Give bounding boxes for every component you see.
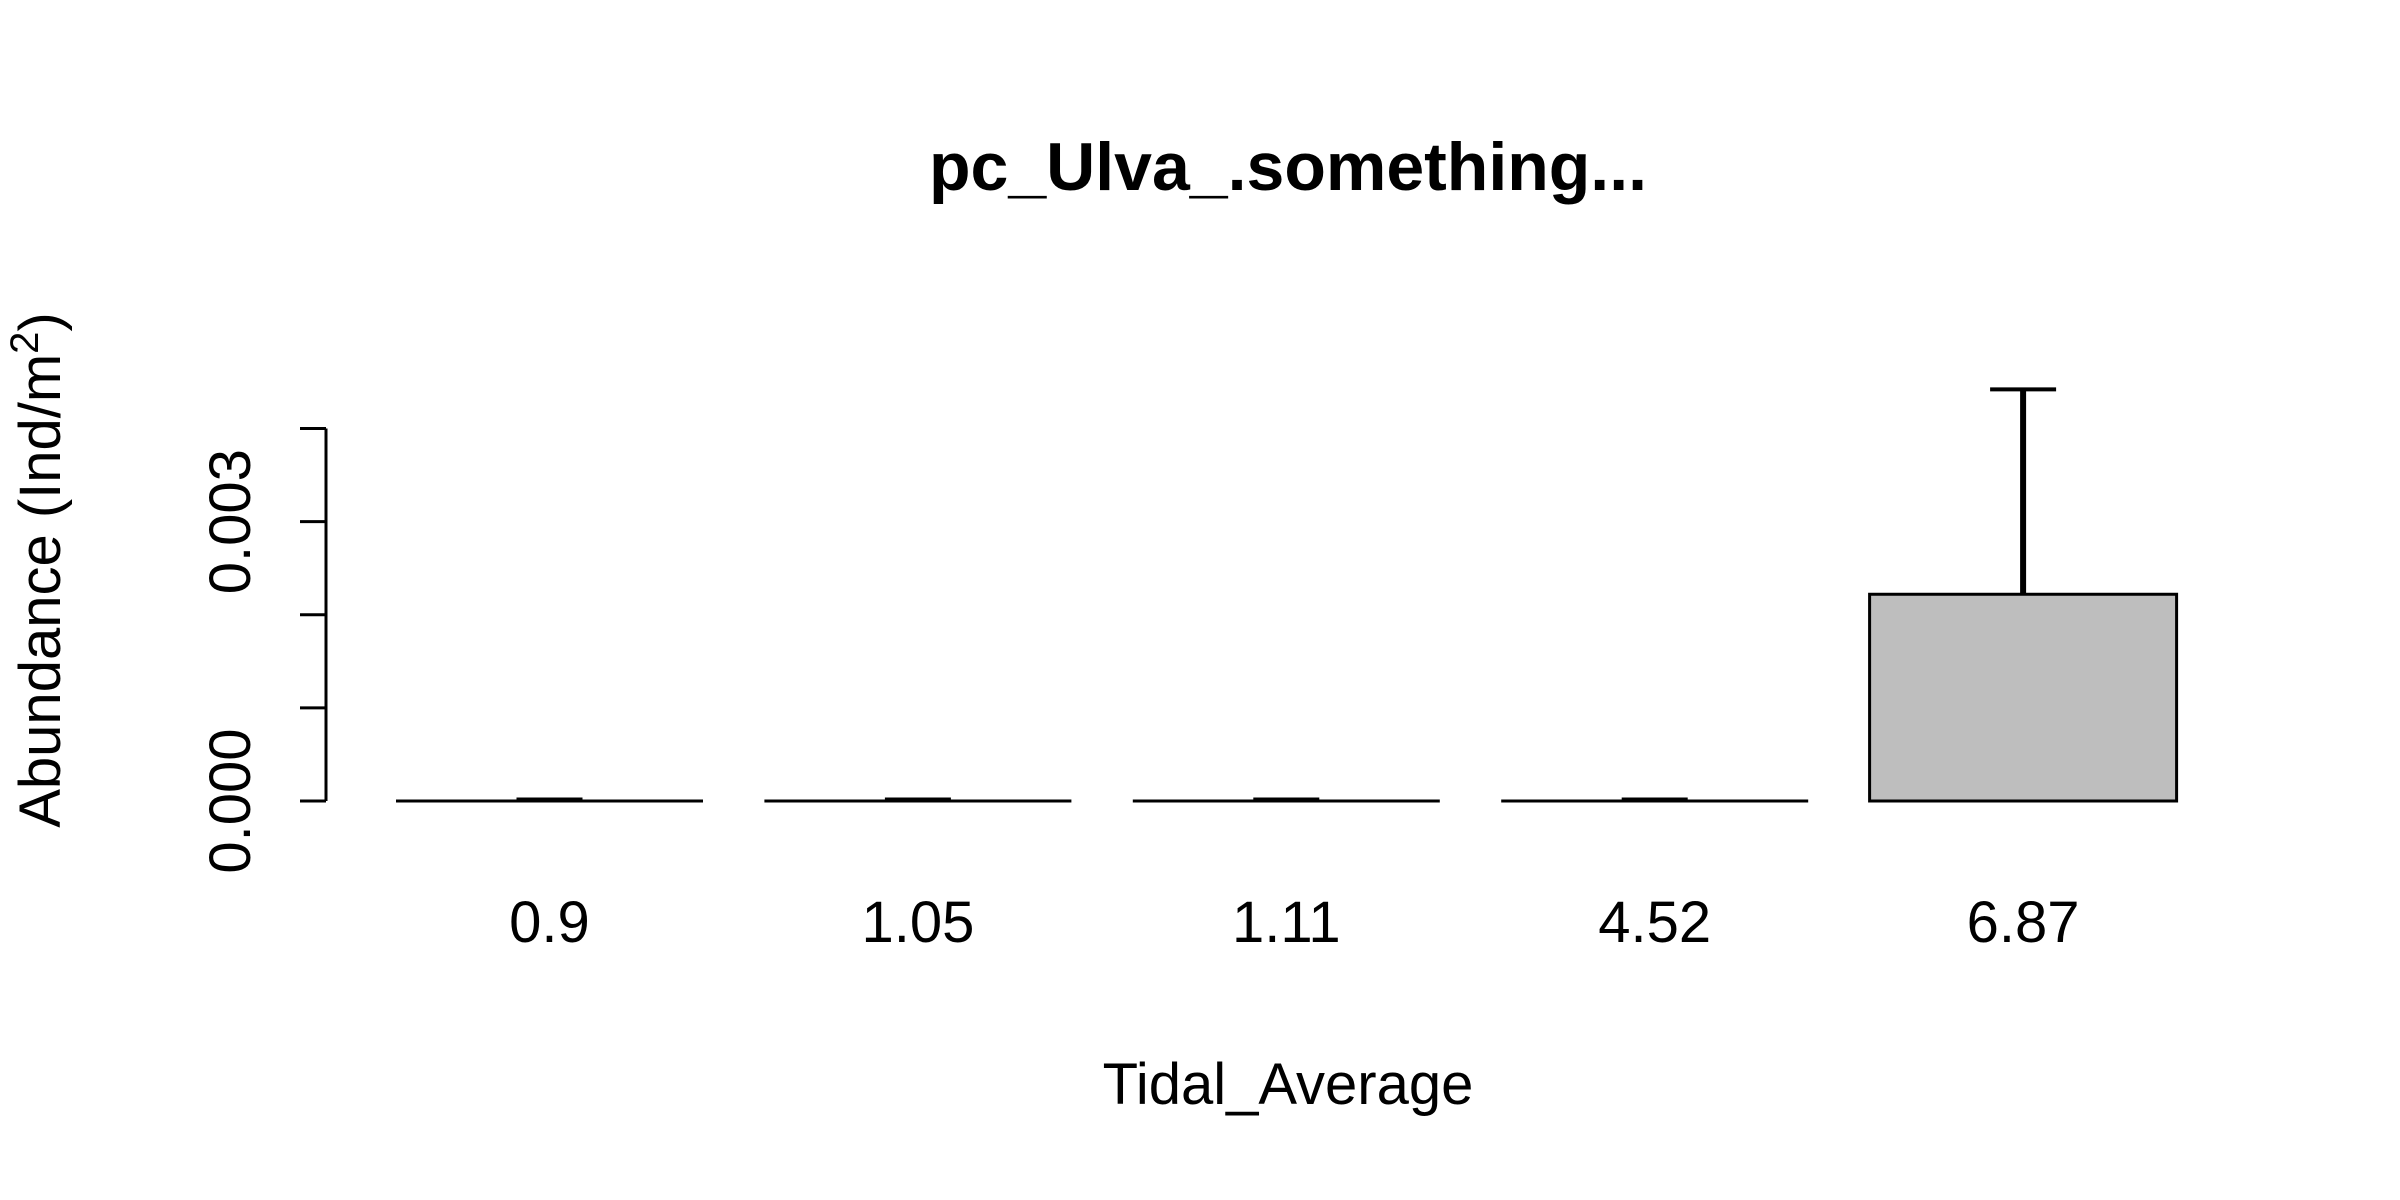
x-tick-label: 6.87 (1967, 890, 2080, 955)
error-bars (516, 387, 2057, 801)
x-tick-label: 1.05 (861, 890, 974, 955)
x-tick-label: 4.52 (1598, 890, 1711, 955)
bars (396, 592, 2179, 803)
bar (1868, 592, 2179, 803)
y-tick-label: 0.000 (198, 728, 263, 873)
x-axis-title: Tidal_Average (1103, 1052, 1474, 1117)
chart-title: pc_Ulva_.something... (929, 129, 1647, 205)
x-tick-label: 1.11 (1232, 890, 1341, 955)
y-axis-title-suffix: ) (8, 312, 73, 331)
y-axis: 0.000 0.003 (198, 427, 328, 874)
y-axis-title-main: Abundance (Ind/m (8, 354, 73, 828)
y-tick-label: 0.003 (198, 449, 263, 594)
x-tick-labels: 0.9 1.05 1.11 4.52 6.87 (509, 890, 2079, 955)
y-axis-title-superscript: 2 (3, 332, 47, 354)
x-tick-label: 0.9 (509, 890, 590, 955)
y-axis-title: Abundance (Ind/m2) (3, 312, 73, 828)
